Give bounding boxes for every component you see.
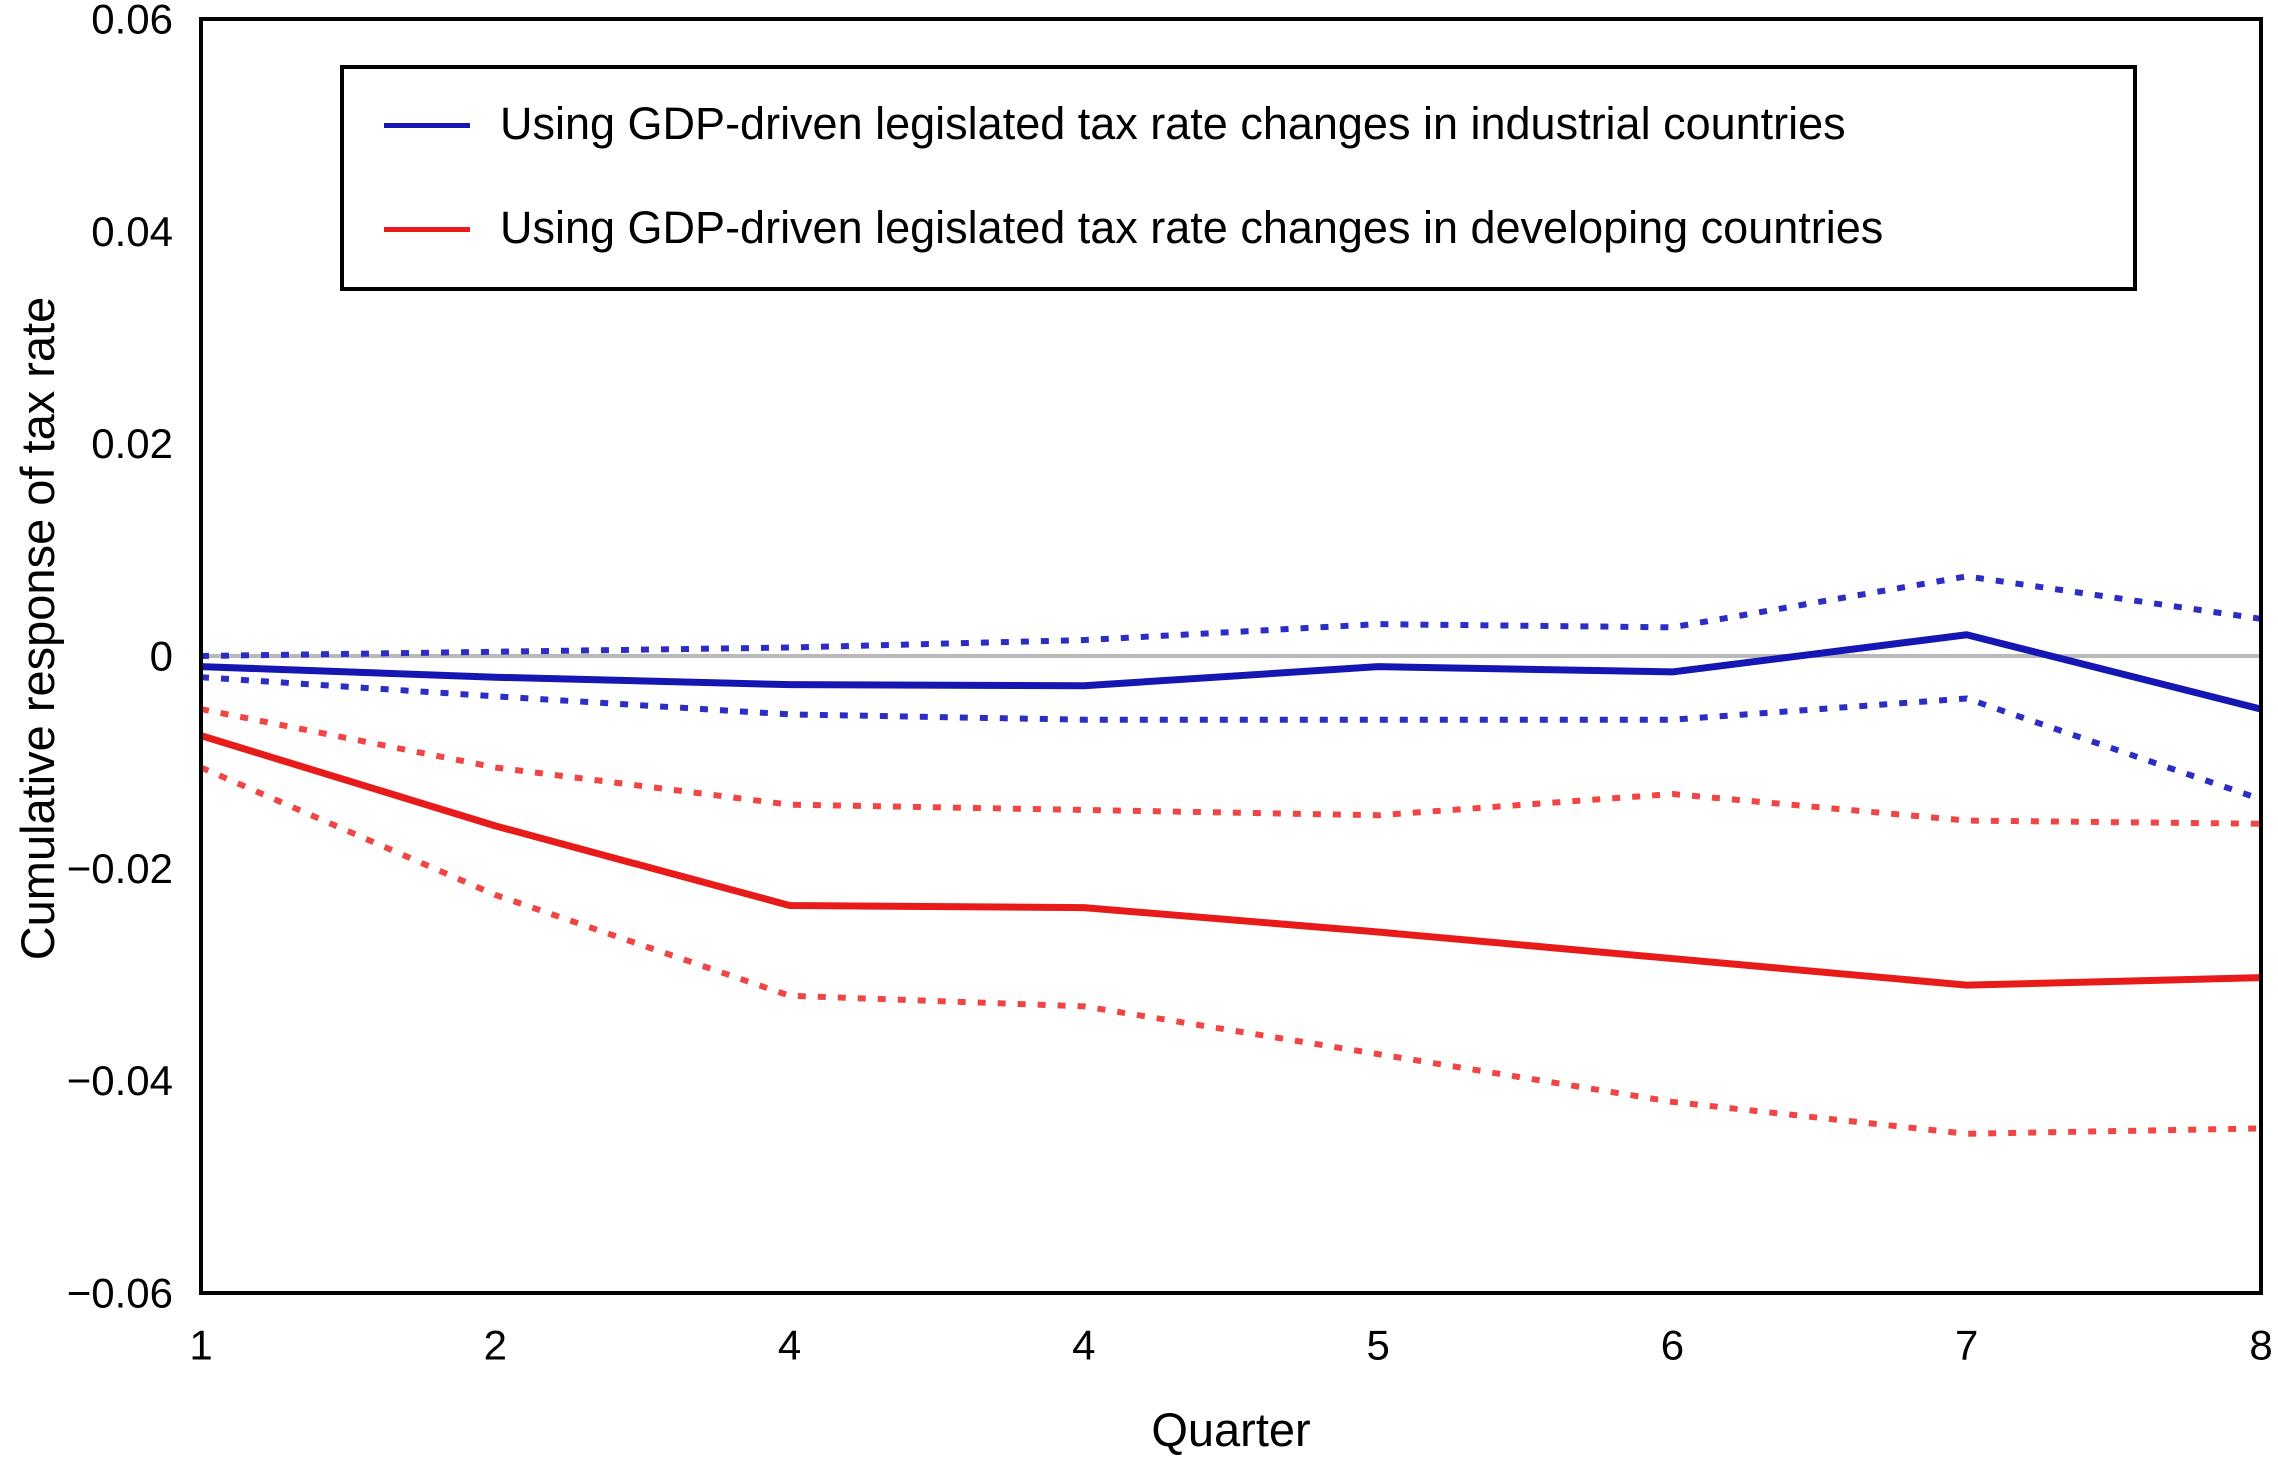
y-tick-label: 0.04 [91,208,173,255]
x-tick-label: 7 [1955,1322,1978,1369]
x-tick-label: 8 [2249,1322,2272,1369]
y-tick-label: −0.04 [67,1057,173,1104]
series-line-confidence-upper [200,573,2262,659]
legend-label: Using GDP-driven legislated tax rate cha… [500,97,1846,149]
x-tick-label: 6 [1661,1322,1684,1369]
x-tick-label: 1 [189,1322,212,1369]
y-tick-label: 0.06 [91,0,173,43]
x-tick-label: 4 [778,1322,801,1369]
plot-border [199,17,2263,1295]
series-line-confidence-lower [200,674,2262,803]
y-tick-label: 0.02 [91,420,173,467]
x-tick-label: 4 [1072,1322,1095,1369]
x-axis-title: Quarter [1151,1403,1311,1456]
legend-line-sample-industrial [384,123,470,128]
legend-line-sample-developing [384,227,470,232]
y-tick-label: −0.02 [67,845,173,892]
legend: Using GDP-driven legislated tax rate cha… [340,65,2137,291]
y-tick-label: 0 [150,633,173,680]
legend-label: Using GDP-driven legislated tax rate cha… [500,201,1884,253]
series-line-point-estimate [200,631,2262,713]
y-axis-title: Cumulative response of tax rate [11,296,64,961]
y-tick-label: −0.06 [67,1270,173,1317]
series-line-point-estimate [199,732,2262,989]
x-tick-label: 2 [484,1322,507,1369]
series-line-confidence-upper [200,706,2262,827]
x-tick-label: 5 [1366,1322,1389,1369]
